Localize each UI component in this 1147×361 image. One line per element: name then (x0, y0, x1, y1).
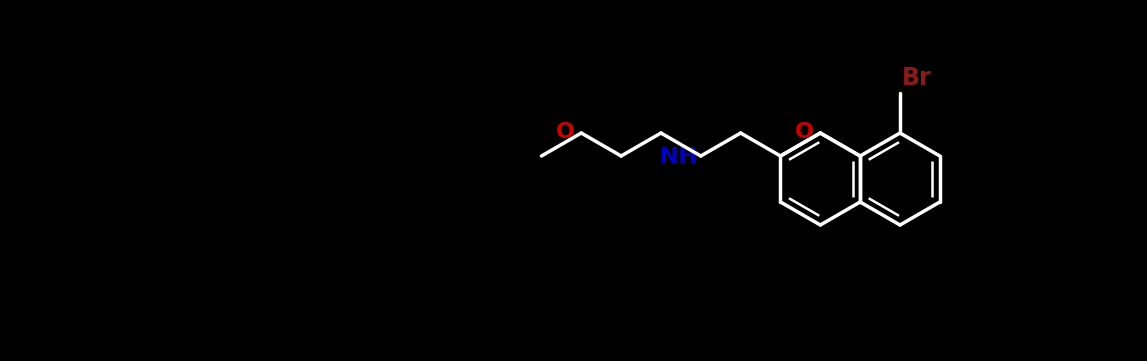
Text: Br: Br (902, 66, 931, 90)
Text: NH: NH (660, 147, 697, 167)
Text: O: O (795, 122, 814, 142)
Text: O: O (556, 122, 576, 142)
